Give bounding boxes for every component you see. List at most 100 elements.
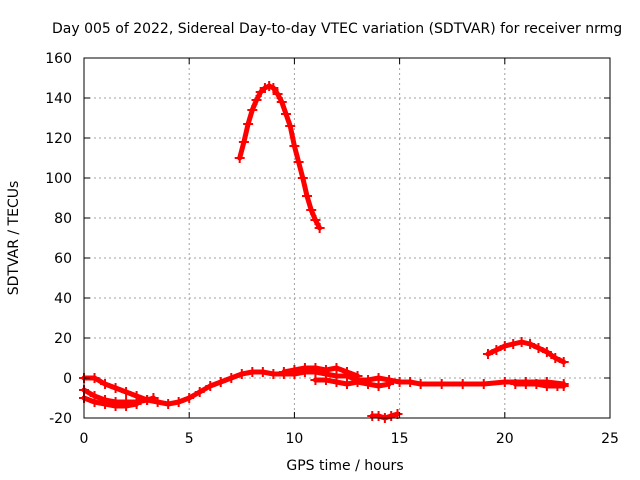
ticks-group: 0 5 10 15 20 25 -20 0 20 40 60 80 100 120 140 160 <box>45 51 619 447</box>
data-point-marker <box>405 377 416 387</box>
data-point-marker <box>89 397 100 407</box>
data-point-marker <box>121 401 132 411</box>
data-point-marker <box>280 109 291 119</box>
data-point-marker <box>251 95 262 105</box>
data-point-marker <box>100 399 111 409</box>
x-tick-label: 20 <box>496 431 514 447</box>
data-point-marker <box>121 387 132 397</box>
data-point-marker <box>510 379 521 389</box>
data-point-marker <box>508 339 519 349</box>
series-arc-night-lower-2 <box>79 393 142 411</box>
x-axis-label: GPS time / hours <box>286 458 403 474</box>
data-point-marker <box>238 137 249 147</box>
data-point-marker <box>297 173 308 183</box>
data-point-marker <box>131 399 142 409</box>
data-point-marker <box>276 97 287 107</box>
data-point-marker <box>100 379 111 389</box>
data-point-marker <box>163 399 174 409</box>
data-point-marker <box>310 363 321 373</box>
data-point-marker <box>478 379 489 389</box>
data-point-marker <box>247 105 258 115</box>
data-point-marker <box>268 369 279 379</box>
data-point-marker <box>184 393 195 403</box>
data-point-marker <box>373 411 384 421</box>
data-point-marker <box>525 339 536 349</box>
y-tick-label: 120 <box>45 131 72 147</box>
data-point-marker <box>373 381 384 391</box>
data-point-marker <box>236 369 247 379</box>
y-tick-label: 100 <box>45 171 72 187</box>
data-point-marker <box>491 345 502 355</box>
data-point-marker <box>243 119 254 129</box>
data-point-marker <box>533 343 544 353</box>
data-point-marker <box>257 367 268 377</box>
y-tick-label: 40 <box>54 291 72 307</box>
data-point-marker <box>89 373 100 383</box>
data-point-marker <box>320 365 331 375</box>
data-point-marker <box>342 367 352 377</box>
data-point-marker <box>499 341 510 351</box>
x-tick-label: 0 <box>80 431 89 447</box>
data-point-marker <box>482 349 493 359</box>
series-arc-evening-lower <box>510 379 569 391</box>
data-point-marker <box>558 381 569 391</box>
data-point-marker <box>293 157 304 167</box>
y-tick-label: 20 <box>54 331 72 347</box>
data-point-marker <box>110 401 121 411</box>
data-point-marker <box>320 375 331 385</box>
series-arc-midday-lower <box>310 375 395 391</box>
data-point-marker <box>289 365 300 375</box>
series-group <box>79 81 569 423</box>
data-point-marker <box>394 377 405 387</box>
chart-title: Day 005 of 2022, Sidereal Day-to-day VTE… <box>52 21 622 37</box>
data-point-marker <box>110 383 121 393</box>
data-point-marker <box>272 89 283 99</box>
x-tick-label: 5 <box>185 431 194 447</box>
data-point-marker <box>173 397 184 407</box>
y-tick-label: 140 <box>45 91 72 107</box>
data-point-marker <box>215 377 226 387</box>
data-point-marker <box>226 373 237 383</box>
data-point-marker <box>499 377 510 387</box>
data-point-marker <box>306 205 317 215</box>
data-point-marker <box>386 411 397 421</box>
data-point-marker <box>331 377 342 387</box>
grid-group <box>84 58 610 418</box>
x-tick-label: 25 <box>601 431 619 447</box>
data-point-marker <box>541 381 552 391</box>
data-point-marker <box>310 375 321 385</box>
series-arc-short-low <box>367 409 403 423</box>
data-point-marker <box>558 357 569 367</box>
data-point-marker <box>194 387 205 397</box>
data-point-marker <box>457 379 468 389</box>
y-tick-label: 80 <box>54 211 72 227</box>
data-point-marker <box>531 379 542 389</box>
series-arc-evening-bump <box>482 337 569 367</box>
data-point-marker <box>392 409 403 419</box>
data-point-marker <box>342 379 352 389</box>
data-point-marker <box>331 363 342 373</box>
data-point-marker <box>352 377 363 387</box>
data-point-marker <box>205 381 216 391</box>
data-point-marker <box>415 379 426 389</box>
data-point-marker <box>520 379 531 389</box>
plot-frame <box>83 57 611 419</box>
data-point-marker <box>148 393 159 403</box>
series-arc-daytime-peak <box>234 81 325 233</box>
data-point-marker <box>299 363 310 373</box>
x-tick-label: 10 <box>285 431 303 447</box>
data-point-marker <box>278 367 289 377</box>
y-tick-label: 0 <box>63 371 72 387</box>
data-point-marker <box>550 353 561 363</box>
y-tick-label: -20 <box>49 411 72 427</box>
y-tick-label: 160 <box>45 51 72 67</box>
y-tick-label: 60 <box>54 251 72 267</box>
data-point-marker <box>289 141 300 151</box>
x-tick-label: 15 <box>391 431 409 447</box>
data-point-marker <box>310 215 321 225</box>
data-point-marker <box>234 153 245 163</box>
series-arc-midday-upper <box>278 363 363 381</box>
data-point-marker <box>363 379 374 389</box>
y-axis-label: SDTVAR / TECUs <box>6 181 22 296</box>
